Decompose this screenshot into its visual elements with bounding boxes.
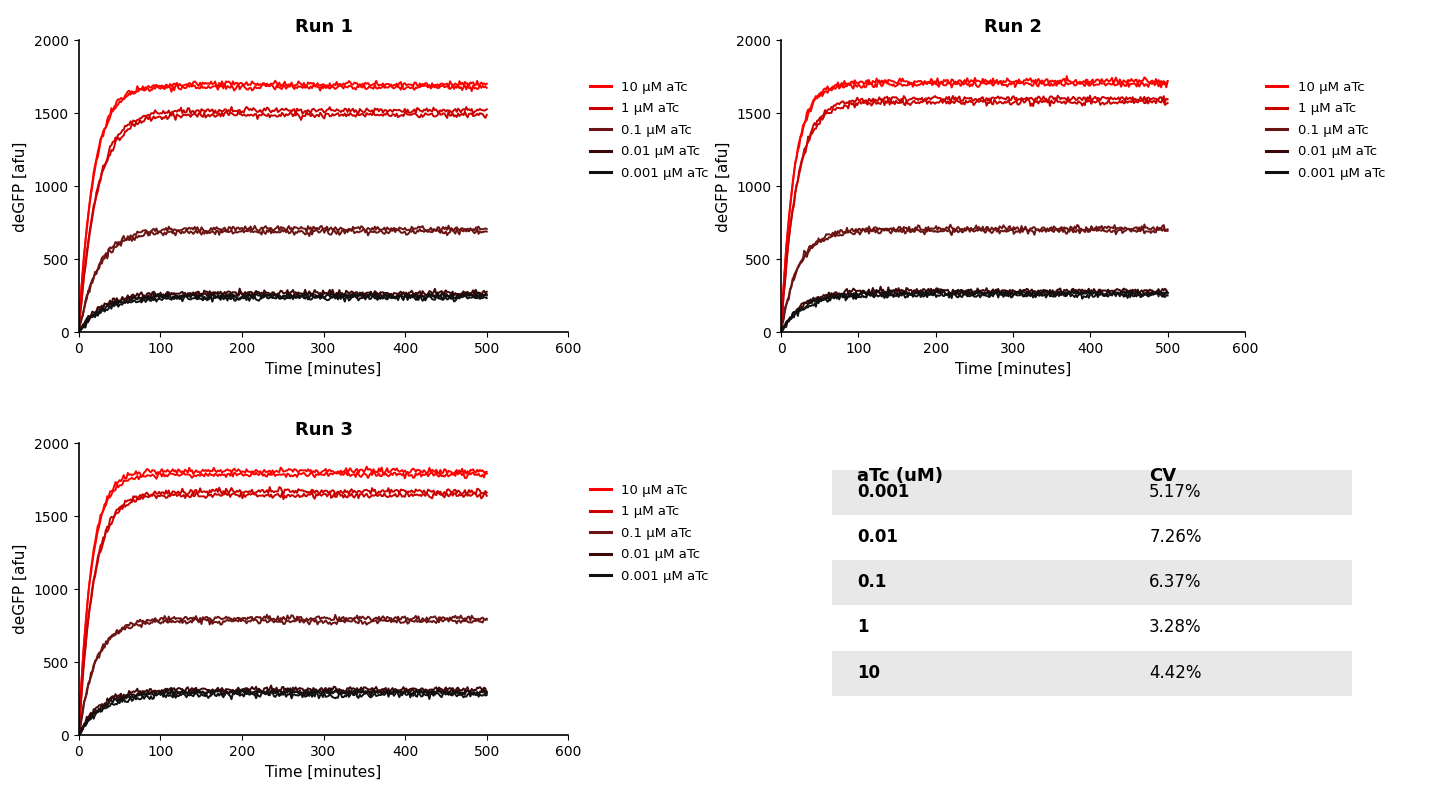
FancyBboxPatch shape (832, 469, 1353, 515)
Text: 6.37%: 6.37% (1150, 573, 1201, 591)
FancyBboxPatch shape (832, 605, 1353, 650)
X-axis label: Time [minutes]: Time [minutes] (266, 764, 382, 780)
Title: Run 3: Run 3 (295, 421, 353, 439)
Title: Run 2: Run 2 (984, 18, 1042, 36)
FancyBboxPatch shape (832, 560, 1353, 605)
Text: 0.001: 0.001 (857, 482, 909, 501)
Y-axis label: deGFP [afu]: deGFP [afu] (715, 141, 731, 232)
Text: 0.01: 0.01 (857, 528, 898, 546)
Y-axis label: deGFP [afu]: deGFP [afu] (13, 141, 29, 232)
Text: 7.26%: 7.26% (1150, 528, 1201, 546)
Title: Run 1: Run 1 (295, 18, 353, 36)
X-axis label: Time [minutes]: Time [minutes] (266, 362, 382, 377)
Text: 1: 1 (857, 618, 868, 637)
Legend: 10 μM aTc, 1 μM aTc, 0.1 μM aTc, 0.01 μM aTc, 0.001 μM aTc: 10 μM aTc, 1 μM aTc, 0.1 μM aTc, 0.01 μM… (585, 478, 714, 588)
Text: CV: CV (1150, 467, 1177, 485)
Y-axis label: deGFP [afu]: deGFP [afu] (13, 544, 29, 634)
Text: 0.1: 0.1 (857, 573, 887, 591)
X-axis label: Time [minutes]: Time [minutes] (955, 362, 1071, 377)
Text: aTc (uM): aTc (uM) (857, 467, 944, 485)
Legend: 10 μM aTc, 1 μM aTc, 0.1 μM aTc, 0.01 μM aTc, 0.001 μM aTc: 10 μM aTc, 1 μM aTc, 0.1 μM aTc, 0.01 μM… (1261, 75, 1391, 185)
Text: 5.17%: 5.17% (1150, 482, 1201, 501)
Text: 3.28%: 3.28% (1150, 618, 1201, 637)
Legend: 10 μM aTc, 1 μM aTc, 0.1 μM aTc, 0.01 μM aTc, 0.001 μM aTc: 10 μM aTc, 1 μM aTc, 0.1 μM aTc, 0.01 μM… (585, 75, 714, 185)
FancyBboxPatch shape (832, 515, 1353, 560)
Text: 10: 10 (857, 663, 881, 682)
Text: 4.42%: 4.42% (1150, 663, 1201, 682)
FancyBboxPatch shape (832, 650, 1353, 696)
